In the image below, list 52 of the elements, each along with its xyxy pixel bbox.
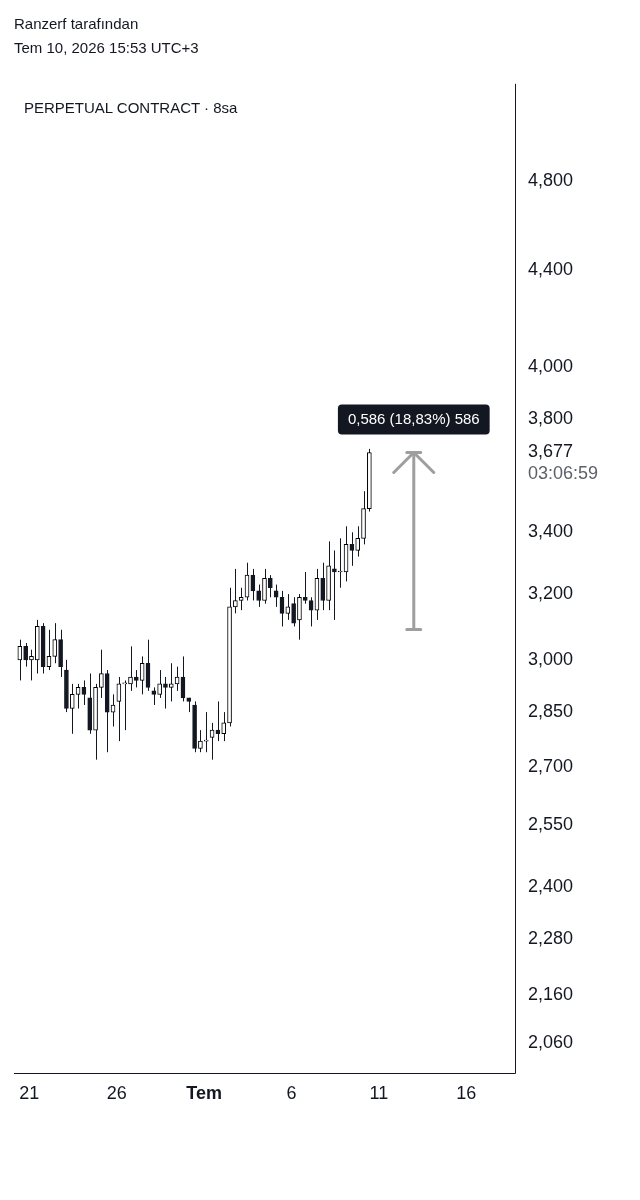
candlestick (297, 593, 302, 641)
candlestick (52, 622, 58, 664)
y-tick-label: 3,400 (528, 521, 574, 542)
candlestick (69, 683, 75, 735)
candlestick (238, 587, 244, 611)
candlestick (23, 642, 28, 668)
y-tick-label: 2,060 (528, 1031, 574, 1052)
candlestick (168, 662, 174, 702)
y-tick-label: 2,280 (528, 928, 574, 949)
candlestick (302, 571, 308, 605)
text: PERPETUAL CONTRACT · 8sa (24, 98, 239, 116)
candlestick (285, 593, 291, 621)
y-tick-label: 4,800 (528, 169, 574, 190)
y-tick-label: 3,677 (528, 441, 574, 462)
candlestick (256, 584, 261, 608)
candlestick (17, 639, 23, 681)
y-tick-label: 2,160 (528, 983, 574, 1004)
candlestick (157, 669, 162, 699)
candlestick (29, 649, 34, 681)
y-tick-label: 2,550 (528, 814, 574, 835)
candlestick (262, 568, 267, 605)
y-tick-label: 3,800 (528, 407, 574, 428)
y-tick-label: 4,000 (528, 355, 574, 376)
y-tick-label: 2,700 (528, 756, 574, 777)
y-tick-label: 4,400 (528, 258, 574, 279)
candlestick (99, 649, 104, 699)
annotation: 0,586 (18,83%) 586 (347, 409, 480, 427)
x-tick-label: 16 (456, 1082, 477, 1103)
candlestick (221, 711, 227, 742)
x-tick-label: 6 (286, 1082, 297, 1103)
text: 03:06:59 (528, 463, 599, 484)
x-tick-label: 21 (19, 1082, 40, 1103)
y-tick-label: 3,200 (528, 583, 574, 604)
candlestick (203, 711, 209, 753)
candlestick (355, 525, 361, 558)
candlestick (291, 596, 296, 627)
y-tick-label: 2,400 (528, 876, 574, 897)
candlestick (320, 562, 326, 611)
x-tick-label: 11 (369, 1082, 389, 1103)
x-tick-label: 26 (106, 1082, 127, 1103)
text: Tem 10, 2026 15:53 UTC+3 (14, 38, 199, 58)
candlestick (122, 679, 128, 731)
candlestick (268, 574, 273, 598)
candlestick (337, 537, 343, 589)
candlestick (128, 645, 133, 692)
y-tick-label: 3,000 (528, 648, 574, 669)
y-tick-label: 2,850 (528, 701, 574, 722)
candlestick (198, 729, 203, 753)
candlestick (163, 676, 168, 710)
x-tick-label: Tem (186, 1082, 222, 1103)
text: Ranzerf tarafından (14, 14, 140, 34)
candlestick (233, 568, 238, 614)
